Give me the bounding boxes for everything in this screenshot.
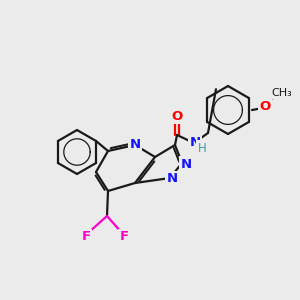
Text: N: N <box>129 139 141 152</box>
Text: F: F <box>81 230 91 244</box>
Text: N: N <box>180 158 192 170</box>
Text: N: N <box>189 136 201 148</box>
Text: CH₃: CH₃ <box>272 88 292 98</box>
Text: O: O <box>171 110 183 122</box>
Text: F: F <box>119 230 129 244</box>
Text: H: H <box>198 142 206 154</box>
Text: N: N <box>167 172 178 185</box>
Text: O: O <box>260 100 271 113</box>
